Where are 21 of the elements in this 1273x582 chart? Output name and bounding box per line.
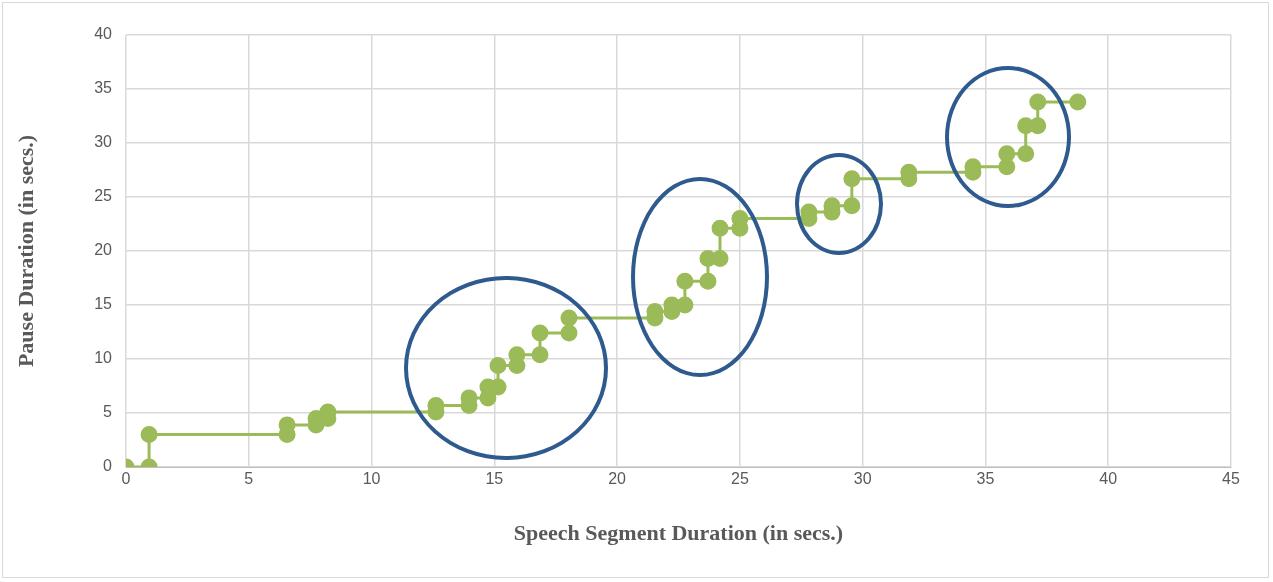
x-tick-label: 35 (976, 470, 995, 488)
y-tick-label: 25 (94, 187, 113, 205)
y-tick-label: 20 (94, 241, 113, 259)
x-tick-label: 45 (1222, 470, 1240, 488)
y-tick-label: 10 (94, 349, 113, 367)
x-tick-label: 30 (853, 470, 872, 488)
x-axis-title: Speech Segment Duration (in secs.) (513, 520, 844, 546)
x-tick-label: 0 (121, 470, 131, 488)
y-tick-label: 0 (103, 457, 113, 475)
x-tick-label: 25 (730, 470, 749, 488)
x-tick-label: 5 (244, 470, 254, 488)
y-tick-label: 15 (94, 295, 113, 313)
y-tick-label: 40 (94, 25, 113, 43)
y-tick-label: 35 (94, 79, 113, 97)
x-tick-label: 20 (608, 470, 627, 488)
x-tick-label: 15 (485, 470, 504, 488)
x-tick-label: 40 (1099, 470, 1118, 488)
y-tick-label: 30 (94, 133, 113, 151)
y-axis-title: Pause Duration (in secs.) (12, 134, 38, 368)
x-tick-label: 10 (362, 470, 381, 488)
y-tick-label: 5 (103, 403, 113, 421)
